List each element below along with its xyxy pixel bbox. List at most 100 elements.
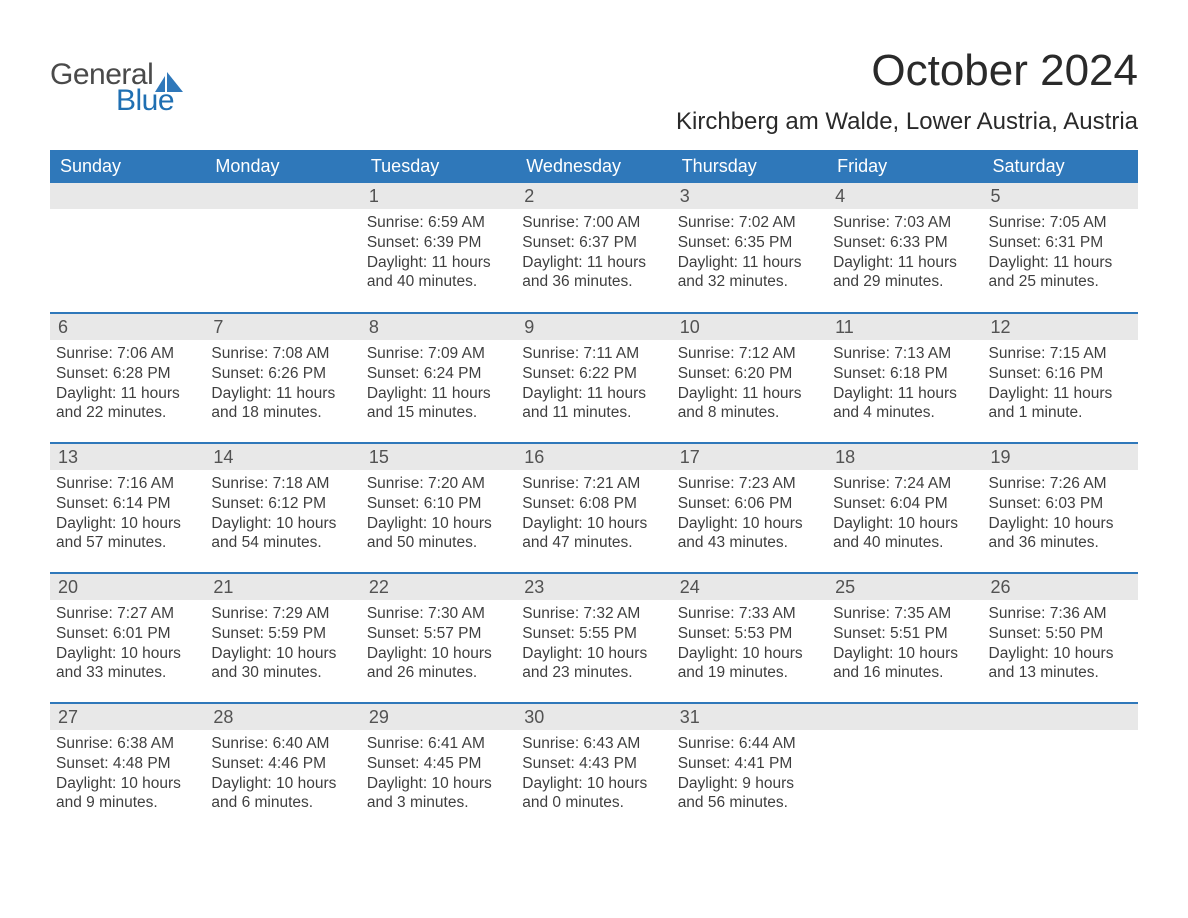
day-number: 25 — [827, 574, 982, 600]
calendar-cell: 11Sunrise: 7:13 AMSunset: 6:18 PMDayligh… — [827, 313, 982, 443]
sunrise-text: Sunrise: 7:12 AM — [678, 344, 821, 364]
calendar-cell: 24Sunrise: 7:33 AMSunset: 5:53 PMDayligh… — [672, 573, 827, 703]
sunrise-text: Sunrise: 7:27 AM — [56, 604, 199, 624]
sunrise-text: Sunrise: 7:06 AM — [56, 344, 199, 364]
day-details: Sunrise: 6:59 AMSunset: 6:39 PMDaylight:… — [361, 209, 516, 292]
sunrise-text: Sunrise: 7:09 AM — [367, 344, 510, 364]
sunset-text: Sunset: 5:57 PM — [367, 624, 510, 644]
day-number: 5 — [983, 183, 1138, 209]
logo: General Blue — [50, 58, 183, 118]
daylight-text: Daylight: 10 hours and 6 minutes. — [211, 774, 354, 814]
sunrise-text: Sunrise: 7:03 AM — [833, 213, 976, 233]
day-number: 22 — [361, 574, 516, 600]
daylight-text: Daylight: 10 hours and 43 minutes. — [678, 514, 821, 554]
calendar-cell — [50, 183, 205, 313]
calendar-cell: 4Sunrise: 7:03 AMSunset: 6:33 PMDaylight… — [827, 183, 982, 313]
sunrise-text: Sunrise: 7:26 AM — [989, 474, 1132, 494]
sunrise-text: Sunrise: 7:08 AM — [211, 344, 354, 364]
day-details: Sunrise: 7:15 AMSunset: 6:16 PMDaylight:… — [983, 340, 1138, 423]
day-details: Sunrise: 7:11 AMSunset: 6:22 PMDaylight:… — [516, 340, 671, 423]
calendar-cell: 2Sunrise: 7:00 AMSunset: 6:37 PMDaylight… — [516, 183, 671, 313]
day-details: Sunrise: 7:18 AMSunset: 6:12 PMDaylight:… — [205, 470, 360, 553]
day-number — [827, 704, 982, 730]
calendar-cell: 1Sunrise: 6:59 AMSunset: 6:39 PMDaylight… — [361, 183, 516, 313]
calendar-cell: 18Sunrise: 7:24 AMSunset: 6:04 PMDayligh… — [827, 443, 982, 573]
daylight-text: Daylight: 10 hours and 26 minutes. — [367, 644, 510, 684]
daylight-text: Daylight: 10 hours and 30 minutes. — [211, 644, 354, 684]
day-number: 3 — [672, 183, 827, 209]
daylight-text: Daylight: 10 hours and 16 minutes. — [833, 644, 976, 684]
day-number — [50, 183, 205, 209]
daylight-text: Daylight: 10 hours and 36 minutes. — [989, 514, 1132, 554]
day-details: Sunrise: 7:27 AMSunset: 6:01 PMDaylight:… — [50, 600, 205, 683]
sunrise-text: Sunrise: 7:32 AM — [522, 604, 665, 624]
day-details: Sunrise: 7:06 AMSunset: 6:28 PMDaylight:… — [50, 340, 205, 423]
day-number: 30 — [516, 704, 671, 730]
logo-text-blue: Blue — [116, 84, 183, 118]
sunrise-text: Sunrise: 7:16 AM — [56, 474, 199, 494]
day-details: Sunrise: 7:23 AMSunset: 6:06 PMDaylight:… — [672, 470, 827, 553]
daylight-text: Daylight: 11 hours and 1 minute. — [989, 384, 1132, 424]
calendar-week: 13Sunrise: 7:16 AMSunset: 6:14 PMDayligh… — [50, 443, 1138, 573]
day-details: Sunrise: 7:00 AMSunset: 6:37 PMDaylight:… — [516, 209, 671, 292]
calendar-table: Sunday Monday Tuesday Wednesday Thursday… — [50, 150, 1138, 833]
sunset-text: Sunset: 5:51 PM — [833, 624, 976, 644]
day-details: Sunrise: 6:44 AMSunset: 4:41 PMDaylight:… — [672, 730, 827, 813]
day-number: 29 — [361, 704, 516, 730]
day-details: Sunrise: 7:36 AMSunset: 5:50 PMDaylight:… — [983, 600, 1138, 683]
calendar-cell: 29Sunrise: 6:41 AMSunset: 4:45 PMDayligh… — [361, 703, 516, 833]
calendar-cell: 6Sunrise: 7:06 AMSunset: 6:28 PMDaylight… — [50, 313, 205, 443]
calendar-cell: 17Sunrise: 7:23 AMSunset: 6:06 PMDayligh… — [672, 443, 827, 573]
daylight-text: Daylight: 10 hours and 57 minutes. — [56, 514, 199, 554]
daylight-text: Daylight: 10 hours and 13 minutes. — [989, 644, 1132, 684]
calendar-cell: 10Sunrise: 7:12 AMSunset: 6:20 PMDayligh… — [672, 313, 827, 443]
col-wednesday: Wednesday — [516, 150, 671, 183]
daylight-text: Daylight: 10 hours and 54 minutes. — [211, 514, 354, 554]
day-number — [983, 704, 1138, 730]
day-details: Sunrise: 6:40 AMSunset: 4:46 PMDaylight:… — [205, 730, 360, 813]
day-details: Sunrise: 7:33 AMSunset: 5:53 PMDaylight:… — [672, 600, 827, 683]
sunset-text: Sunset: 6:08 PM — [522, 494, 665, 514]
sunset-text: Sunset: 4:45 PM — [367, 754, 510, 774]
sunrise-text: Sunrise: 7:23 AM — [678, 474, 821, 494]
sunset-text: Sunset: 4:41 PM — [678, 754, 821, 774]
calendar-week: 20Sunrise: 7:27 AMSunset: 6:01 PMDayligh… — [50, 573, 1138, 703]
daylight-text: Daylight: 11 hours and 25 minutes. — [989, 253, 1132, 293]
day-number: 31 — [672, 704, 827, 730]
sunrise-text: Sunrise: 7:24 AM — [833, 474, 976, 494]
day-details: Sunrise: 7:03 AMSunset: 6:33 PMDaylight:… — [827, 209, 982, 292]
calendar-cell: 16Sunrise: 7:21 AMSunset: 6:08 PMDayligh… — [516, 443, 671, 573]
calendar-cell: 5Sunrise: 7:05 AMSunset: 6:31 PMDaylight… — [983, 183, 1138, 313]
day-details: Sunrise: 7:35 AMSunset: 5:51 PMDaylight:… — [827, 600, 982, 683]
daylight-text: Daylight: 10 hours and 0 minutes. — [522, 774, 665, 814]
col-friday: Friday — [827, 150, 982, 183]
sunset-text: Sunset: 6:35 PM — [678, 233, 821, 253]
calendar-cell: 22Sunrise: 7:30 AMSunset: 5:57 PMDayligh… — [361, 573, 516, 703]
calendar-week: 6Sunrise: 7:06 AMSunset: 6:28 PMDaylight… — [50, 313, 1138, 443]
day-details: Sunrise: 7:02 AMSunset: 6:35 PMDaylight:… — [672, 209, 827, 292]
day-details: Sunrise: 7:16 AMSunset: 6:14 PMDaylight:… — [50, 470, 205, 553]
sunset-text: Sunset: 6:33 PM — [833, 233, 976, 253]
day-number: 9 — [516, 314, 671, 340]
daylight-text: Daylight: 11 hours and 36 minutes. — [522, 253, 665, 293]
sunset-text: Sunset: 6:37 PM — [522, 233, 665, 253]
daylight-text: Daylight: 10 hours and 47 minutes. — [522, 514, 665, 554]
day-number: 28 — [205, 704, 360, 730]
calendar-cell: 28Sunrise: 6:40 AMSunset: 4:46 PMDayligh… — [205, 703, 360, 833]
sunrise-text: Sunrise: 7:35 AM — [833, 604, 976, 624]
calendar-cell: 9Sunrise: 7:11 AMSunset: 6:22 PMDaylight… — [516, 313, 671, 443]
daylight-text: Daylight: 11 hours and 22 minutes. — [56, 384, 199, 424]
sunset-text: Sunset: 6:06 PM — [678, 494, 821, 514]
calendar-cell: 25Sunrise: 7:35 AMSunset: 5:51 PMDayligh… — [827, 573, 982, 703]
calendar-cell: 19Sunrise: 7:26 AMSunset: 6:03 PMDayligh… — [983, 443, 1138, 573]
sunset-text: Sunset: 6:39 PM — [367, 233, 510, 253]
calendar-cell: 8Sunrise: 7:09 AMSunset: 6:24 PMDaylight… — [361, 313, 516, 443]
sunrise-text: Sunrise: 7:11 AM — [522, 344, 665, 364]
daylight-text: Daylight: 10 hours and 40 minutes. — [833, 514, 976, 554]
calendar-cell — [827, 703, 982, 833]
day-details: Sunrise: 6:43 AMSunset: 4:43 PMDaylight:… — [516, 730, 671, 813]
daylight-text: Daylight: 10 hours and 19 minutes. — [678, 644, 821, 684]
sunset-text: Sunset: 6:03 PM — [989, 494, 1132, 514]
day-details: Sunrise: 6:41 AMSunset: 4:45 PMDaylight:… — [361, 730, 516, 813]
col-monday: Monday — [205, 150, 360, 183]
